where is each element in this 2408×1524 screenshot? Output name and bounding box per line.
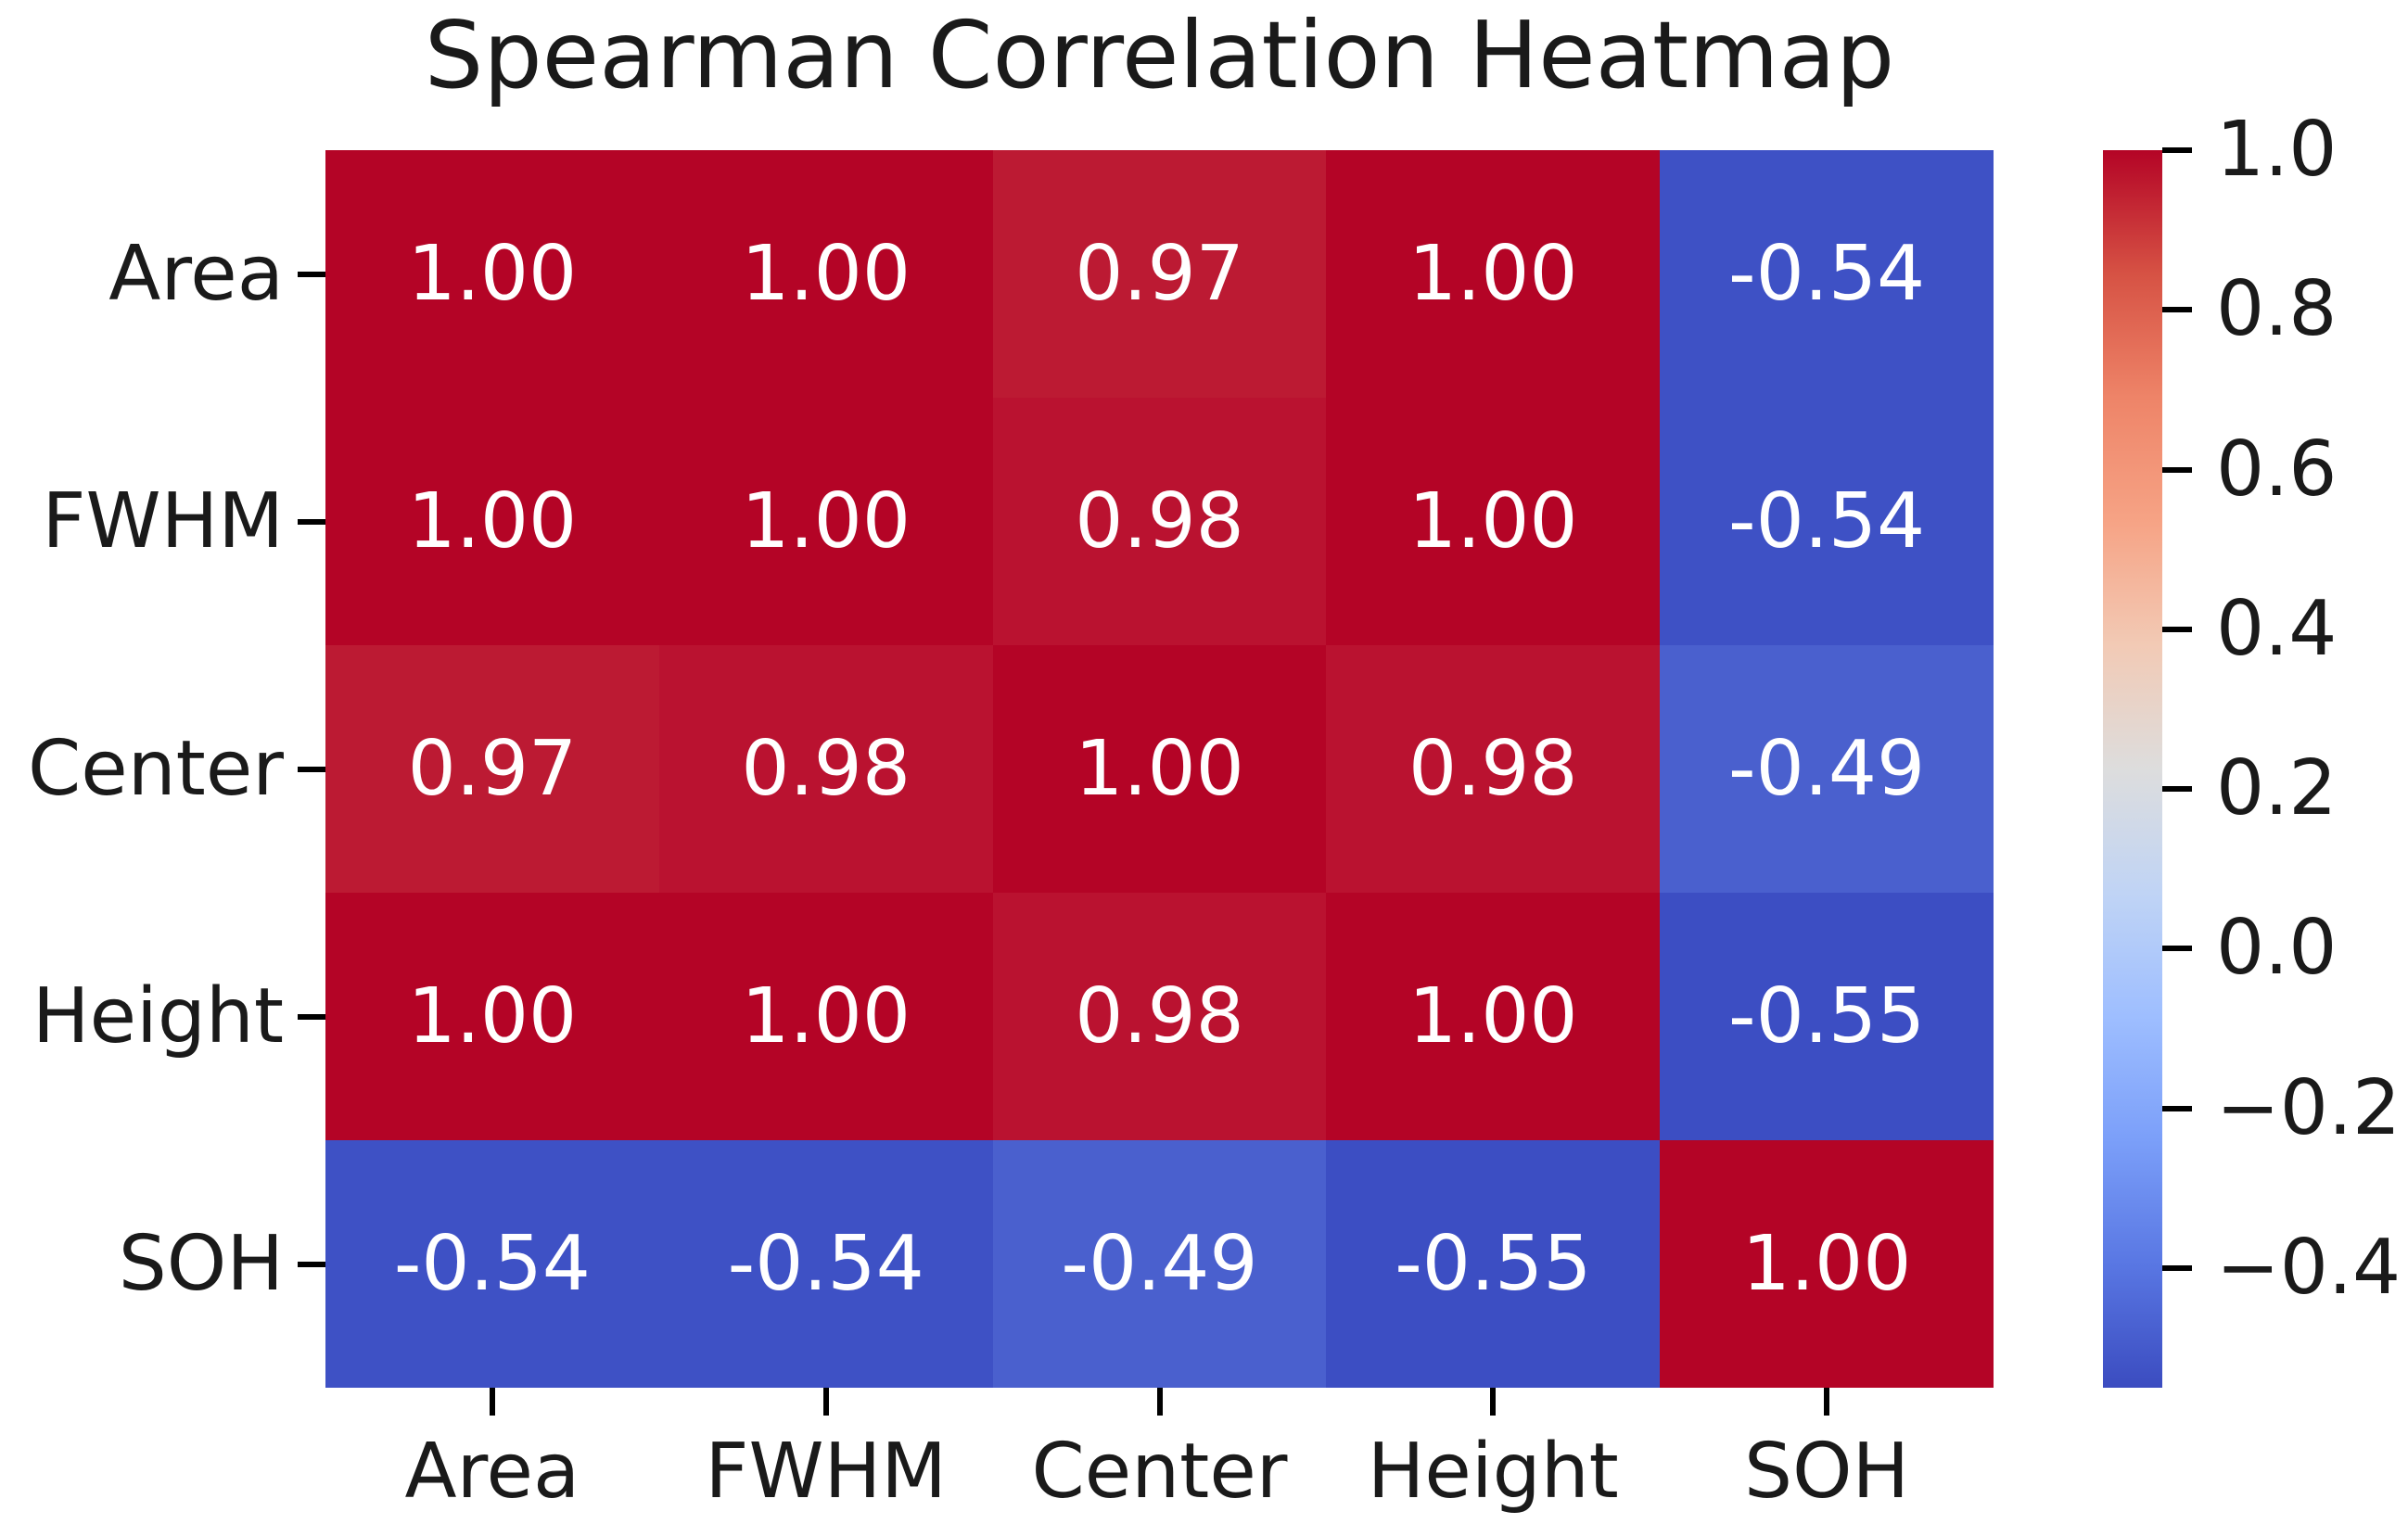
colorbar-tick — [2162, 147, 2192, 153]
heatmap-cell: 1.00 — [325, 398, 659, 645]
y-tick-label: FWHM — [42, 476, 284, 565]
heatmap-cell: 1.00 — [325, 893, 659, 1140]
cell-value-label: 1.00 — [741, 230, 911, 318]
heatmap-cell: 1.00 — [325, 150, 659, 398]
y-tick — [298, 518, 325, 525]
cell-value-label: 0.97 — [1075, 230, 1244, 318]
colorbar-tick-label: 0.0 — [2216, 904, 2338, 993]
chart-title: Spearman Correlation Heatmap — [424, 1, 1895, 109]
cell-value-label: 1.00 — [407, 230, 578, 318]
colorbar-tick — [2162, 786, 2192, 793]
cell-value-label: -0.55 — [1395, 1220, 1592, 1308]
y-tick-label: Area — [108, 229, 284, 318]
y-tick-label: Height — [32, 972, 284, 1060]
colorbar-tick-label: 0.4 — [2216, 584, 2338, 673]
y-tick-label: SOH — [118, 1219, 284, 1308]
cell-value-label: 1.00 — [407, 972, 578, 1060]
cell-value-label: -0.54 — [393, 1220, 591, 1308]
cell-value-label: -0.54 — [1728, 230, 1926, 318]
heatmap-cell: 0.98 — [1326, 645, 1661, 893]
heatmap-cell: -0.55 — [1326, 1140, 1661, 1388]
heatmap-cell: -0.55 — [1660, 893, 1994, 1140]
heatmap-cell: 1.00 — [1660, 1140, 1994, 1388]
x-tick-label: FWHM — [705, 1428, 948, 1516]
cell-value-label: -0.49 — [1061, 1220, 1258, 1308]
cell-value-label: -0.54 — [1728, 477, 1926, 565]
x-tick-label: Height — [1367, 1428, 1619, 1516]
heatmap-grid: 1.00 1.00 0.97 1.00 -0.54 1.00 1.00 0.98 1.00 -0.… — [325, 150, 1994, 1388]
heatmap-cell: 1.00 — [1326, 150, 1661, 398]
cell-value-label: 1.00 — [741, 477, 911, 565]
colorbar-tick-label: −0.4 — [2216, 1223, 2402, 1312]
heatmap-cell: 0.97 — [325, 645, 659, 893]
cell-value-label: 1.00 — [1408, 972, 1578, 1060]
heatmap-cell: 1.00 — [658, 398, 993, 645]
colorbar-tick-label: 0.2 — [2216, 744, 2338, 833]
colorbar-tick — [2162, 307, 2192, 313]
heatmap-cell: 1.00 — [658, 893, 993, 1140]
cell-value-label: 1.00 — [1408, 477, 1578, 565]
heatmap-cell: -0.54 — [325, 1140, 659, 1388]
heatmap-cell: 1.00 — [1326, 893, 1661, 1140]
cell-value-label: 1.00 — [1741, 1220, 1912, 1308]
colorbar-tick — [2162, 1105, 2192, 1111]
cell-value-label: 0.98 — [1075, 972, 1244, 1060]
colorbar — [2103, 150, 2162, 1388]
x-tick — [1156, 1388, 1163, 1416]
colorbar-tick-label: 1.0 — [2216, 106, 2338, 194]
cell-value-label: 0.98 — [1408, 725, 1578, 813]
cell-value-label: 0.97 — [407, 725, 578, 813]
x-tick-label: SOH — [1743, 1428, 1910, 1516]
cell-value-label: -0.55 — [1728, 972, 1926, 1060]
heatmap-cell: -0.54 — [1660, 398, 1994, 645]
colorbar-tick — [2162, 946, 2192, 952]
colorbar-tick-label: 0.6 — [2216, 425, 2338, 514]
colorbar-tick — [2162, 1264, 2192, 1271]
y-tick — [298, 1013, 325, 1020]
colorbar-tick — [2162, 626, 2192, 632]
cell-value-label: 1.00 — [1408, 230, 1578, 318]
cell-value-label: -0.49 — [1728, 725, 1926, 813]
colorbar-tick-label: −0.2 — [2216, 1063, 2402, 1152]
cell-value-label: 1.00 — [1075, 725, 1244, 813]
heatmap-cell: 1.00 — [992, 645, 1327, 893]
heatmap-cell: -0.54 — [658, 1140, 993, 1388]
heatmap-cell: -0.49 — [1660, 645, 1994, 893]
heatmap-cell: 1.00 — [1326, 398, 1661, 645]
heatmap-cell: 1.00 — [658, 150, 993, 398]
x-tick — [822, 1388, 829, 1416]
x-tick-label: Center — [1031, 1428, 1288, 1516]
y-tick-label: Center — [28, 724, 284, 813]
x-tick — [1824, 1388, 1830, 1416]
y-tick — [298, 1261, 325, 1267]
cell-value-label: 0.98 — [1075, 477, 1244, 565]
colorbar-tick — [2162, 466, 2192, 473]
heatmap-cell: 0.98 — [992, 893, 1327, 1140]
x-tick — [1490, 1388, 1497, 1416]
y-tick — [298, 271, 325, 277]
cell-value-label: 1.00 — [741, 972, 911, 1060]
heatmap-cell: 0.98 — [658, 645, 993, 893]
heatmap-cell: 0.97 — [992, 150, 1327, 398]
cell-value-label: -0.54 — [727, 1220, 924, 1308]
heatmap-cell: 0.98 — [992, 398, 1327, 645]
y-tick — [298, 766, 325, 772]
x-tick-label: Area — [404, 1428, 580, 1516]
heatmap-cell: -0.49 — [992, 1140, 1327, 1388]
colorbar-tick-label: 0.8 — [2216, 265, 2338, 354]
heatmap-cell: -0.54 — [1660, 150, 1994, 398]
x-tick — [489, 1388, 495, 1416]
cell-value-label: 1.00 — [407, 477, 578, 565]
cell-value-label: 0.98 — [741, 725, 911, 813]
